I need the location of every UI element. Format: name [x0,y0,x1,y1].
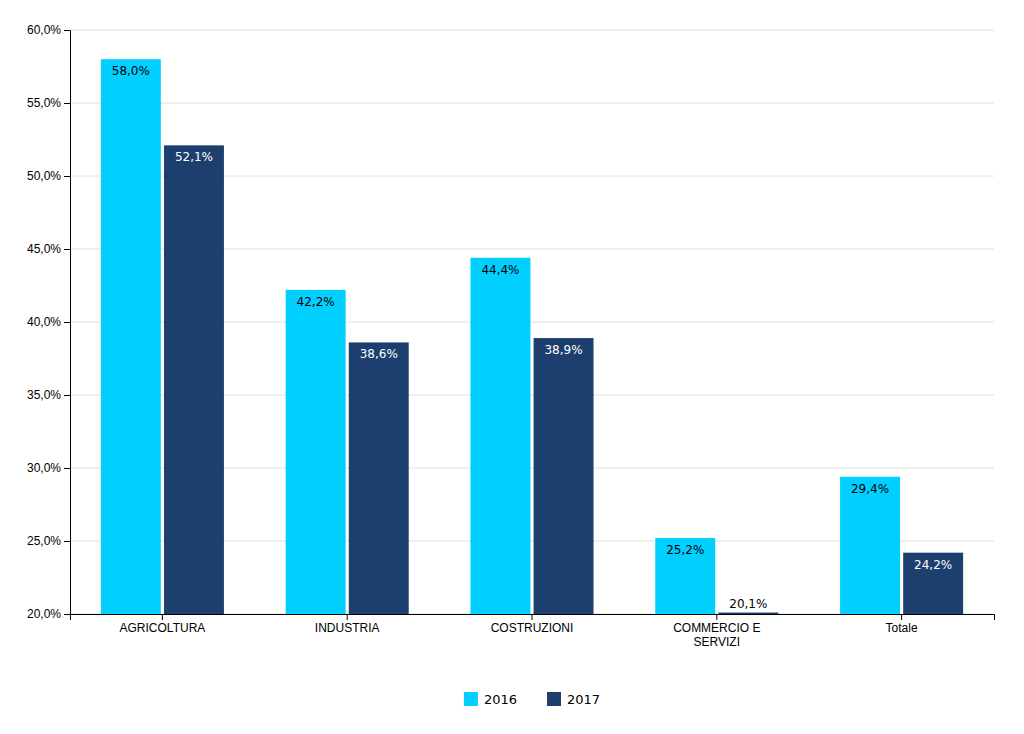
chart: 20,0% 25,0% 30,0% 35,0% 40,0% 45,0% 50,0% 55,0%… [0,0,1024,734]
legend: 2016 2017 [464,692,600,707]
grid-line [70,30,994,31]
data-label: 58,0% [112,64,150,78]
legend-item: 2016 [464,692,517,707]
data-label: 38,9% [544,343,582,357]
y-tick-label: 25,0% [27,534,61,548]
y-tick: 20,0% [27,607,70,621]
x-tick: AGRICOLTURA [120,614,206,635]
x-axis-line [71,615,995,621]
y-tick-label: 30,0% [27,461,61,475]
x-tick: Totale [886,614,918,635]
y-tick-label: 20,0% [27,607,61,621]
y-tick-label: 35,0% [27,388,61,402]
data-label: 25,2% [666,543,704,557]
y-tick: 35,0% [27,388,70,402]
bar [470,258,530,614]
y-tick-mark [64,249,70,250]
bar [349,342,409,614]
x-tick-mark [901,614,902,620]
x-tick: INDUSTRIA [315,614,380,635]
x-tick-label: INDUSTRIA [315,621,380,635]
legend-label: 2017 [567,692,600,707]
y-tick-label: 50,0% [27,169,61,183]
x-tick: COMMERCIO ESERVIZI [673,614,760,649]
x-tick-mark [532,614,533,620]
data-label: 38,6% [360,347,398,361]
x-tick-label: COSTRUZIONI [491,621,574,635]
y-tick: 60,0% [27,23,70,37]
y-tick: 25,0% [27,534,70,548]
x-tick-label: COMMERCIO ESERVIZI [673,621,760,649]
bar [534,338,594,614]
y-tick-mark [64,103,70,104]
data-label: 52,1% [175,150,213,164]
y-tick-mark [64,176,70,177]
bar [286,290,346,614]
grid-line [70,103,994,104]
x-tick: COSTRUZIONI [491,614,574,635]
data-label: 20,1% [729,597,767,611]
bar [164,145,224,614]
y-tick: 50,0% [27,169,70,183]
y-tick-label: 60,0% [27,23,61,37]
legend-item: 2017 [547,692,600,707]
y-tick-label: 40,0% [27,315,61,329]
bars [101,59,963,614]
bar [840,477,900,614]
x-tick-label: Totale [886,621,918,635]
y-tick: 55,0% [27,96,70,110]
bar [718,613,778,614]
legend-swatch [547,692,561,706]
data-label: 29,4% [851,482,889,496]
y-axis: 20,0% 25,0% 30,0% 35,0% 40,0% 45,0% 50,0% 55,0%… [27,23,71,621]
y-tick: 45,0% [27,242,70,256]
bar [655,538,715,614]
x-tick-mark [162,614,163,620]
y-tick-mark [64,395,70,396]
y-tick-mark [64,322,70,323]
data-labels: 58,0% 42,2% 44,4% 25,2% 29,4% 52,1% 38,6% 38,9%… [112,64,952,610]
y-tick-mark [64,614,70,615]
data-label: 42,2% [297,295,335,309]
data-label: 44,4% [481,263,519,277]
plot: 20,0% 25,0% 30,0% 35,0% 40,0% 45,0% 50,0% 55,0%… [27,23,995,649]
x-tick-mark [347,614,348,620]
y-tick: 30,0% [27,461,70,475]
y-tick-label: 55,0% [27,96,61,110]
y-tick-mark [64,541,70,542]
data-label: 24,2% [914,558,952,572]
legend-label: 2016 [484,692,517,707]
x-tick-label: AGRICOLTURA [120,621,206,635]
y-tick-label: 45,0% [27,242,61,256]
legend-swatch [464,692,478,706]
y-tick: 40,0% [27,315,70,329]
x-tick-mark [716,614,717,620]
y-tick-mark [64,30,70,31]
x-axis: AGRICOLTURA INDUSTRIA COSTRUZIONI COMMERCIO… [71,614,995,649]
grid [70,30,994,614]
y-tick-mark [64,468,70,469]
bar [903,553,963,614]
bar [101,59,161,614]
y-axis-line [64,31,71,615]
